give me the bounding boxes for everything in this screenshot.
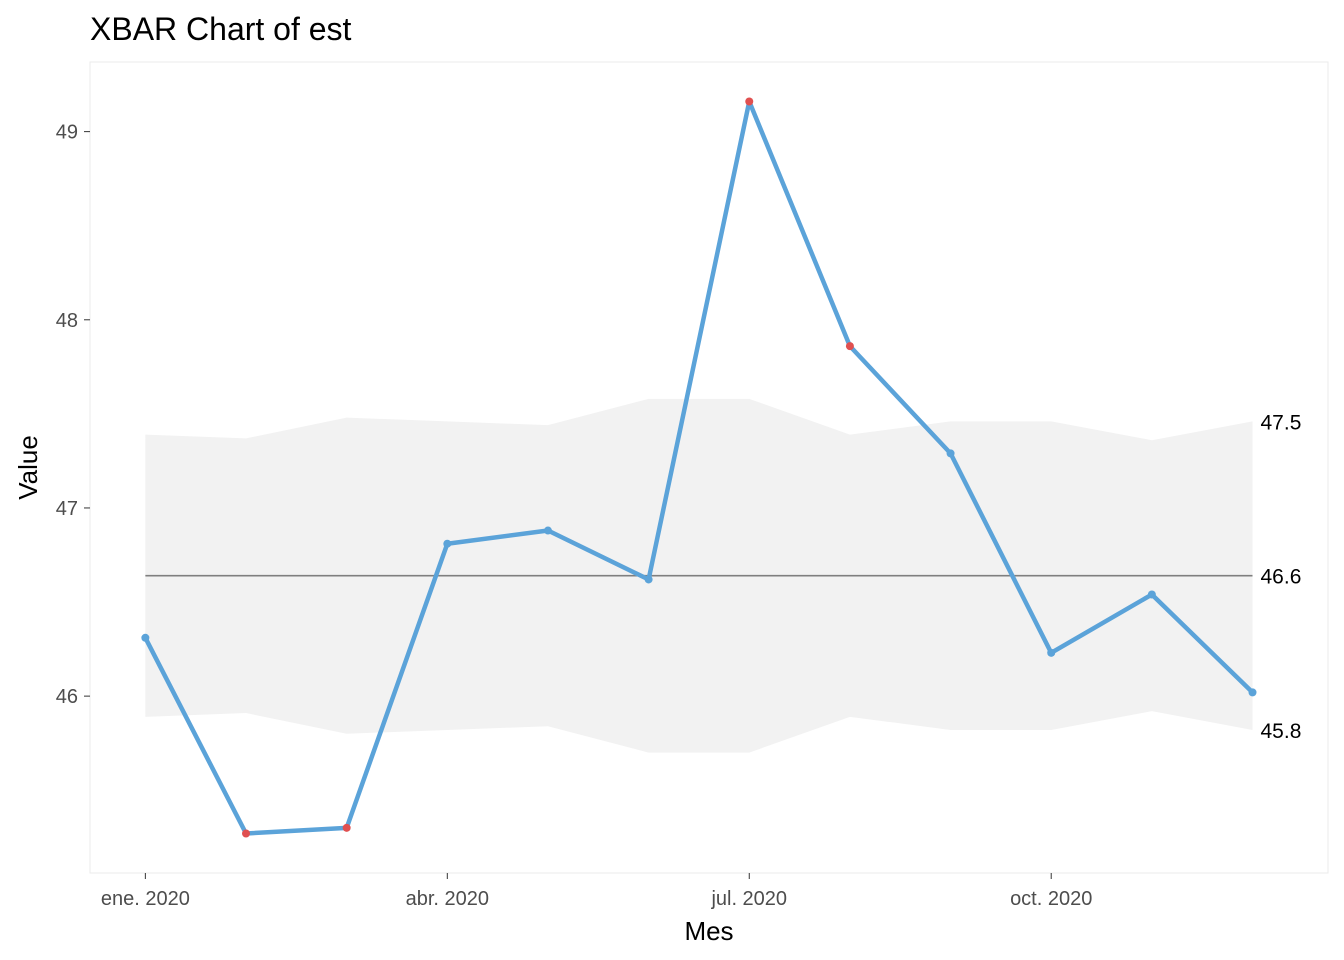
data-point: [946, 449, 955, 458]
x-tick-label: abr. 2020: [406, 888, 489, 910]
y-axis-title: Value: [13, 435, 43, 500]
data-point: [543, 526, 552, 535]
y-tick-label: 48: [56, 310, 78, 332]
chart-title: XBAR Chart of est: [90, 11, 352, 47]
out-of-control-point: [745, 97, 754, 106]
data-points-group: [141, 97, 1257, 838]
out-of-control-point: [342, 823, 351, 832]
plot-panel: [89, 61, 1329, 874]
y-axis: 46 47 48 49: [56, 122, 90, 708]
x-tick-label: ene. 2020: [101, 888, 190, 910]
limit-label: 47.5: [1261, 411, 1302, 434]
data-point: [644, 575, 653, 584]
y-tick-label: 47: [56, 498, 78, 520]
y-tick-label: 46: [56, 686, 78, 708]
data-point: [1047, 648, 1056, 657]
x-tick-label: jul. 2020: [710, 888, 787, 910]
limit-label: 46.6: [1261, 566, 1302, 589]
data-point: [1248, 688, 1257, 697]
x-tick-label: oct. 2020: [1010, 888, 1092, 910]
data-point: [443, 539, 452, 548]
x-axis-title: Mes: [684, 916, 733, 946]
data-line-group: [143, 99, 1255, 836]
x-axis: ene. 2020 abr. 2020 jul. 2020 oct. 2020: [101, 873, 1092, 910]
out-of-control-point: [845, 342, 854, 351]
y-tick-label: 49: [56, 122, 78, 144]
data-point: [141, 633, 150, 642]
control-limit-labels: 47.5 46.6 45.8: [1261, 411, 1302, 743]
limit-label: 45.8: [1261, 720, 1302, 743]
out-of-control-point: [242, 829, 251, 838]
data-point: [1147, 590, 1156, 599]
data-line: [143, 99, 1255, 836]
